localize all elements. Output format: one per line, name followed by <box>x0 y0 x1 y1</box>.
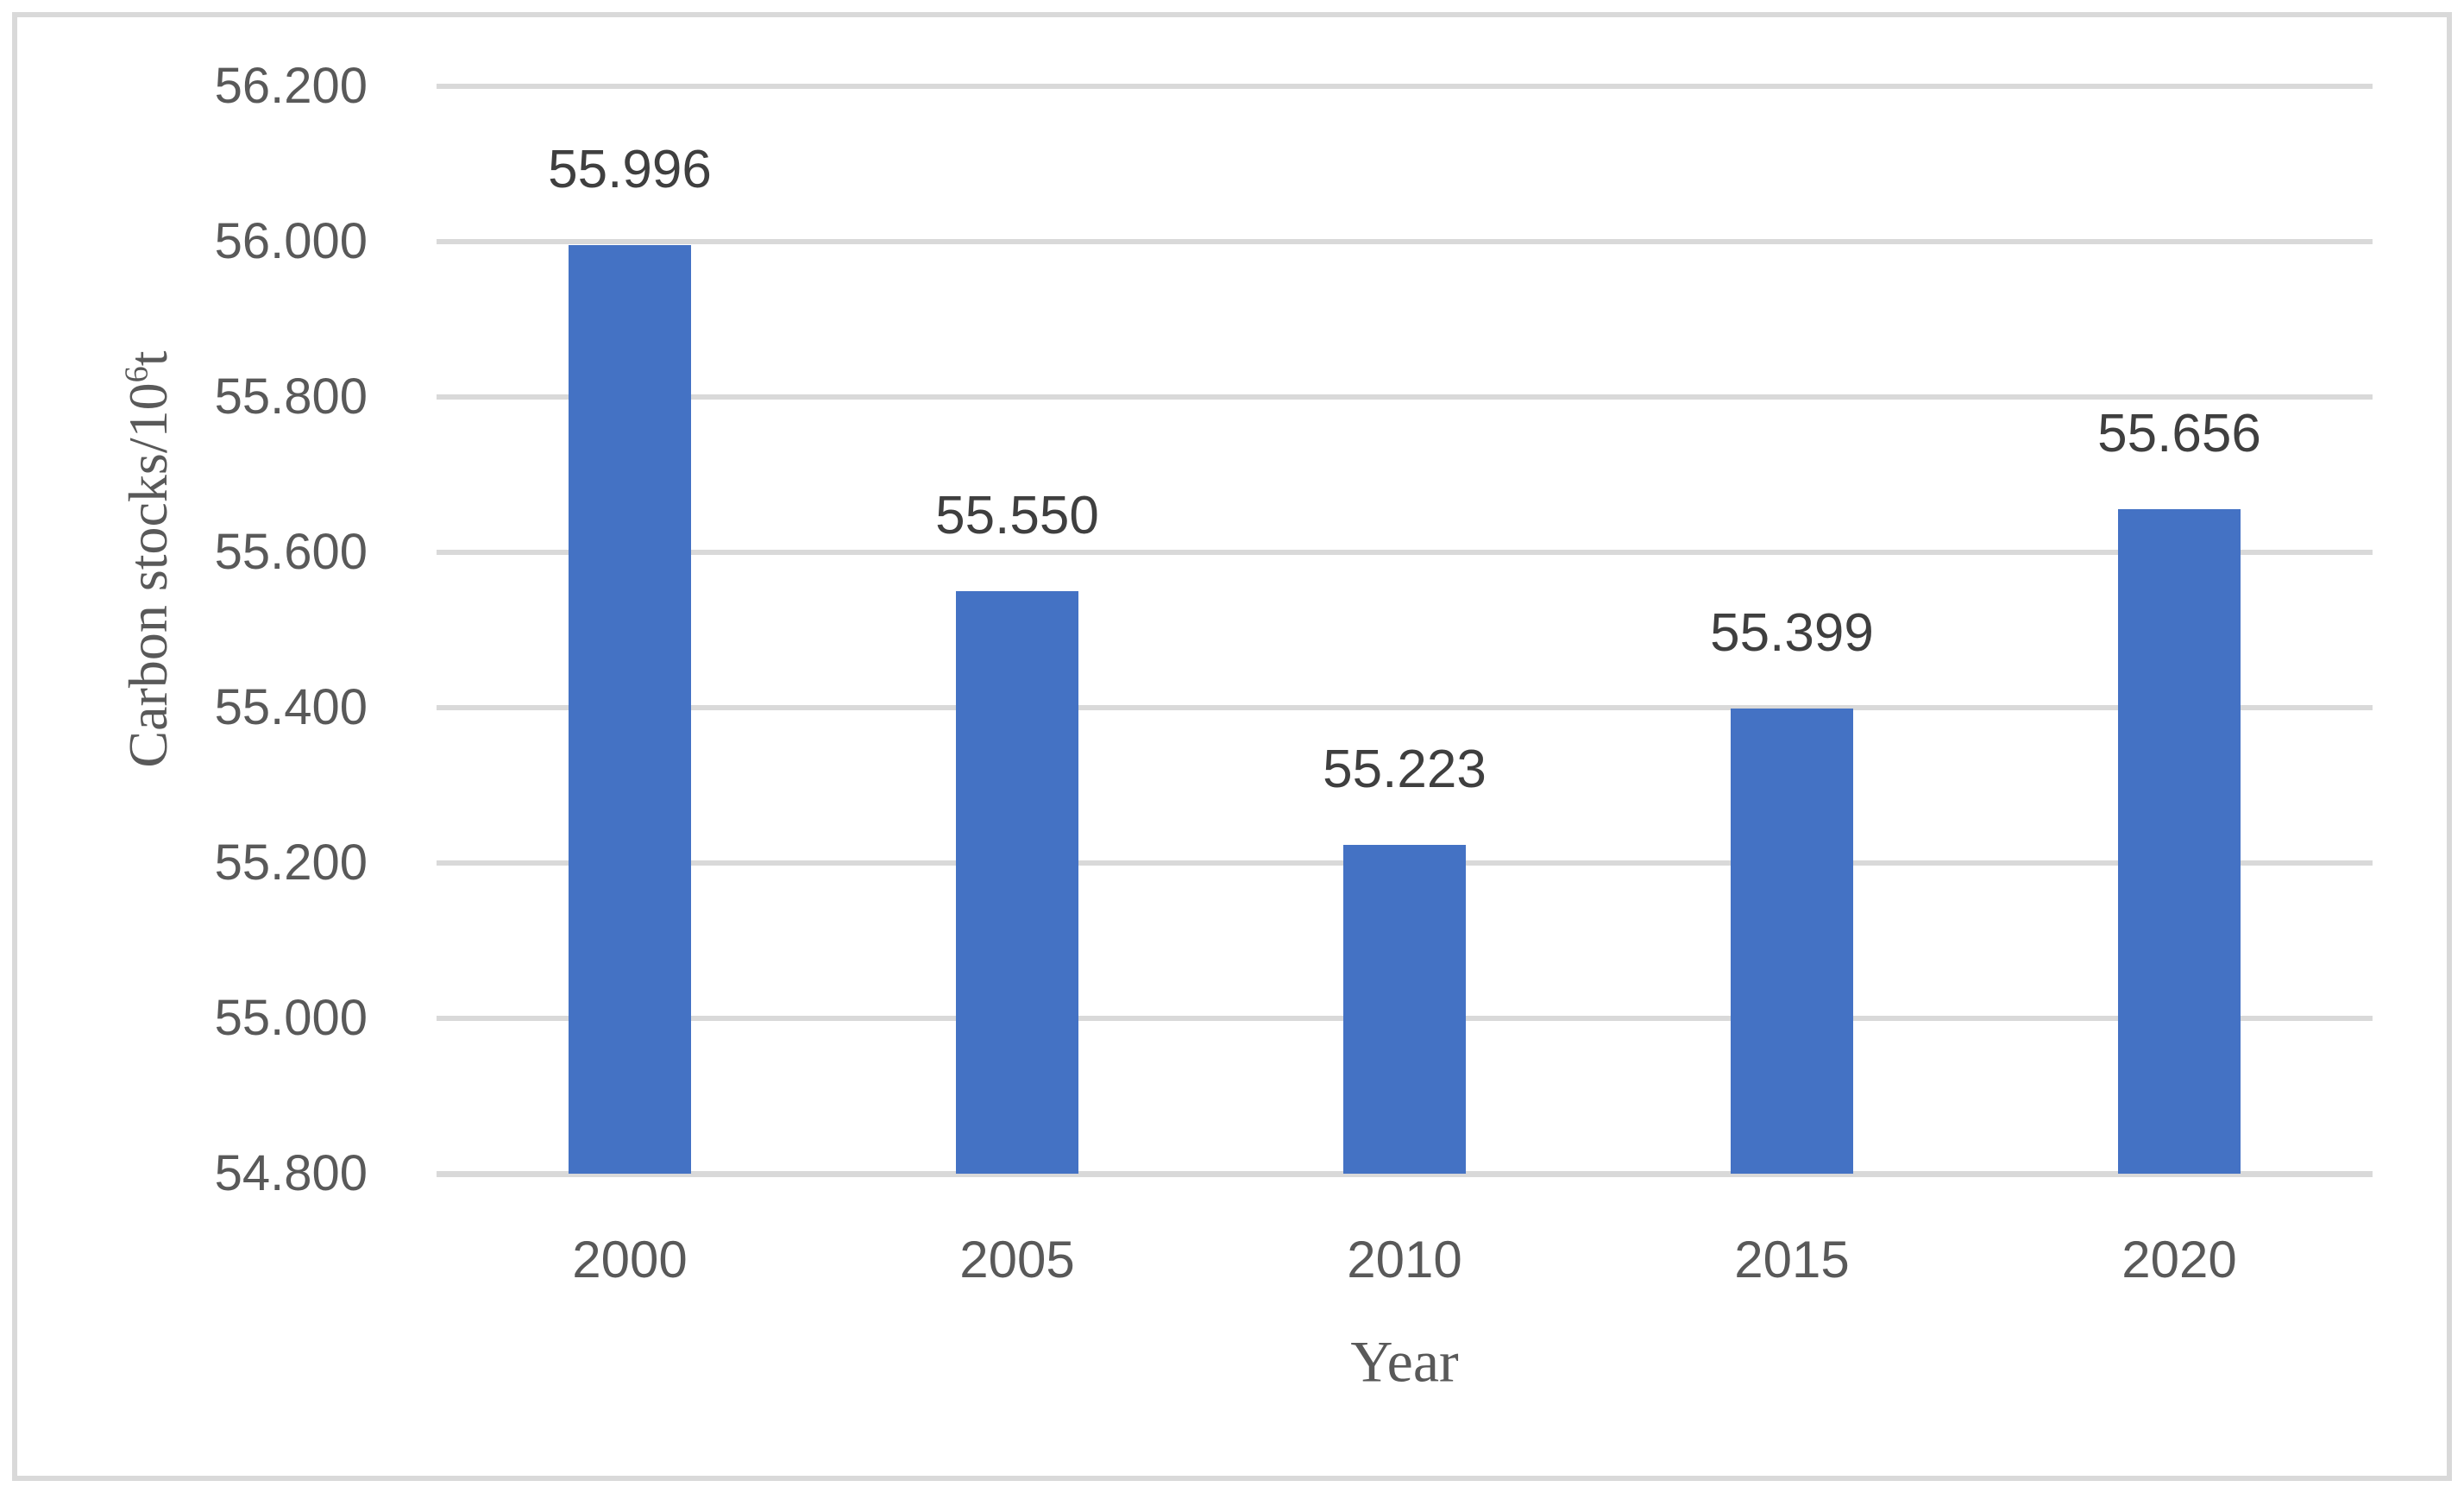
y-tick-label: 55.000 <box>214 990 368 1046</box>
x-axis-line <box>437 1171 2373 1177</box>
x-tick-label: 2005 <box>959 1231 1075 1288</box>
x-tick-label: 2000 <box>572 1231 688 1288</box>
bar-2010 <box>1343 845 1466 1174</box>
y-tick-label: 56.000 <box>214 213 368 269</box>
y-axis-title: Carbon stocks/106t <box>116 350 180 767</box>
gridline <box>437 550 2373 555</box>
y-tick-label: 55.800 <box>214 369 368 425</box>
y-tick-label: 55.600 <box>214 524 368 580</box>
y-tick-label: 55.400 <box>214 679 368 735</box>
y-axis-title-prefix: Carbon stocks/10 <box>117 382 179 768</box>
x-axis-title: Year <box>1350 1328 1459 1395</box>
y-axis-title-suffix: t <box>117 350 179 367</box>
y-axis-title-superscript: 6 <box>118 366 155 383</box>
y-tick-label: 54.800 <box>214 1145 368 1201</box>
bar-2005 <box>956 591 1078 1174</box>
y-tick-label: 56.200 <box>214 58 368 114</box>
x-tick-label: 2010 <box>1347 1231 1462 1288</box>
bar-value-label: 55.656 <box>2097 404 2261 463</box>
bar-2015 <box>1731 709 1853 1174</box>
gridline <box>437 394 2373 400</box>
bar-value-label: 55.550 <box>935 486 1099 545</box>
x-tick-label: 2020 <box>2121 1231 2237 1288</box>
gridline <box>437 239 2373 244</box>
bar-value-label: 55.399 <box>1710 603 1874 663</box>
bar-value-label: 55.996 <box>548 140 712 199</box>
bar-value-label: 55.223 <box>1323 740 1487 799</box>
y-tick-label: 55.200 <box>214 835 368 891</box>
bar-2020 <box>2118 509 2241 1174</box>
gridline <box>437 84 2373 89</box>
bar-2000 <box>569 245 691 1174</box>
x-tick-label: 2015 <box>1734 1231 1850 1288</box>
gridline <box>437 705 2373 710</box>
